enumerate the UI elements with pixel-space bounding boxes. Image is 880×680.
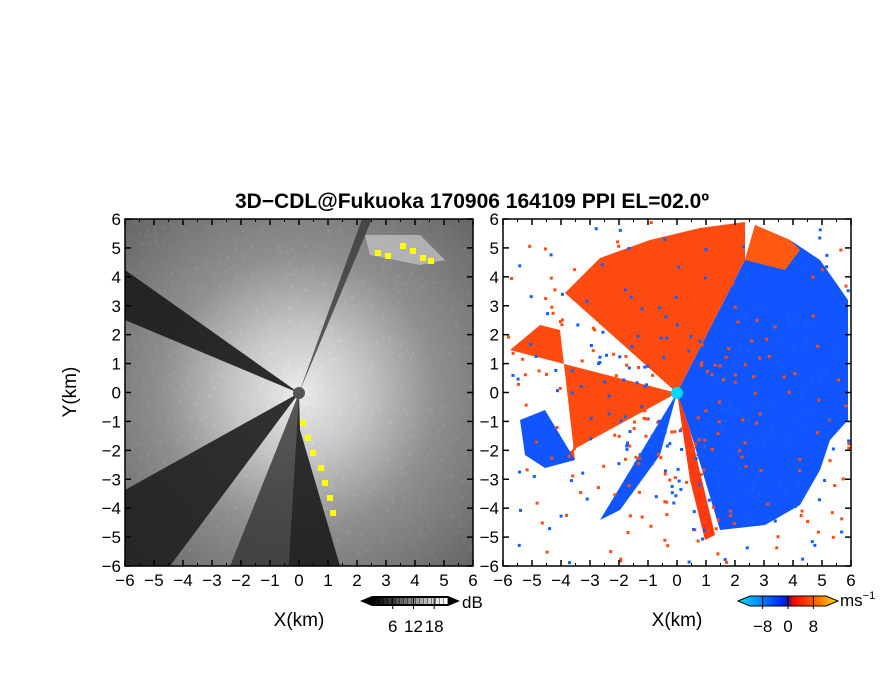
y-tick-label: 3 xyxy=(112,297,121,316)
y-tick-label: 6 xyxy=(490,210,499,229)
x-tick-label: −5 xyxy=(144,571,163,590)
x-tick-label: 0 xyxy=(294,571,303,590)
x-tick-label: −6 xyxy=(115,571,134,590)
reflectivity-colorbar: dB 6 12 18 xyxy=(360,593,483,636)
reflectivity-image xyxy=(125,219,473,566)
x-tick-label: −2 xyxy=(609,571,628,590)
radar-site-marker-right xyxy=(671,387,683,399)
y-tick-label: 4 xyxy=(490,268,499,287)
blocked-sector-s xyxy=(230,393,299,566)
blocked-sector-sw xyxy=(125,393,299,566)
velocity-image xyxy=(503,219,851,566)
x-tick-label: 1 xyxy=(701,571,710,590)
y-tick-label: 5 xyxy=(112,239,121,258)
x-tick-label: −2 xyxy=(231,571,250,590)
colorbar-tick-label: 8 xyxy=(809,617,818,636)
approaching-region-east xyxy=(677,225,848,530)
y-tick-label: 4 xyxy=(112,268,121,287)
colorbar-unit-right: ms−1 xyxy=(840,590,875,610)
receding-region-north-upper xyxy=(745,225,800,270)
x-tick-label: −5 xyxy=(522,571,541,590)
y-tick-label: 3 xyxy=(490,297,499,316)
x-tick-label: −4 xyxy=(551,571,570,590)
y-tick-label: −2 xyxy=(102,441,121,460)
approaching-region-south xyxy=(600,393,677,520)
y-axis-label: Y(km) xyxy=(60,367,81,418)
colorbar-tick-label: 0 xyxy=(783,617,792,636)
x-tick-label: −3 xyxy=(580,571,599,590)
approaching-region-west xyxy=(520,410,575,468)
x-axis-label-left: X(km) xyxy=(274,610,325,631)
x-tick-label: 6 xyxy=(468,571,477,590)
velocity-panel: −6 −5 −4 −3 −2 −1 0 1 2 3 4 5 6 −6 −5 −4 −3 −2 −1 0 1 2 3 4 5 6 X… xyxy=(480,210,876,636)
y-tick-label: 0 xyxy=(490,384,499,403)
strong-echo-highlights xyxy=(300,243,434,516)
y-tick-label: 0 xyxy=(112,384,121,403)
y-tick-label: −1 xyxy=(480,412,499,431)
x-axis-label-right: X(km) xyxy=(652,610,703,631)
y-tick-label: 1 xyxy=(490,355,499,374)
y-tick-label: −5 xyxy=(480,528,499,547)
y-tick-label: 2 xyxy=(490,326,499,345)
y-tick-label: −6 xyxy=(480,557,499,576)
x-tick-label: 3 xyxy=(381,571,390,590)
y-tick-label: 5 xyxy=(490,239,499,258)
y-tick-label: −5 xyxy=(102,528,121,547)
receding-region-west xyxy=(510,325,677,465)
colorbar-unit-left: dB xyxy=(462,593,483,612)
y-tick-label: −4 xyxy=(102,499,121,518)
colorbar-tick-label: 6 xyxy=(388,617,397,636)
x-tick-label: 5 xyxy=(817,571,826,590)
y-tick-label: −6 xyxy=(102,557,121,576)
x-tick-label: 3 xyxy=(759,571,768,590)
x-tick-label: 4 xyxy=(788,571,797,590)
x-tick-label: −1 xyxy=(638,571,657,590)
x-tick-label: 0 xyxy=(672,571,681,590)
y-tick-label: −3 xyxy=(102,470,121,489)
receding-region-north xyxy=(565,222,745,393)
velocity-speckle xyxy=(507,221,851,565)
x-tick-label: 2 xyxy=(730,571,739,590)
x-tick-label: 5 xyxy=(439,571,448,590)
y-tick-label: −3 xyxy=(480,470,499,489)
x-tick-label: −6 xyxy=(493,571,512,590)
y-tick-label: 2 xyxy=(112,326,121,345)
x-tick-label: 2 xyxy=(352,571,361,590)
radar-site-marker xyxy=(293,387,305,399)
x-tick-label: −4 xyxy=(173,571,192,590)
blocked-sector-se xyxy=(289,393,340,566)
colorbar-tick-label: 12 xyxy=(404,617,423,636)
y-tick-label: 6 xyxy=(112,210,121,229)
reflectivity-ticks: −6 −5 −4 −3 −2 −1 0 1 2 3 4 5 6 −6 −5 −4 −3 −2 −1 0 1 2 3 4 5 6 xyxy=(102,210,478,590)
y-tick-label: −2 xyxy=(480,441,499,460)
blocked-sector-nw xyxy=(125,270,299,393)
colorbar-tick-label: 18 xyxy=(425,617,444,636)
velocity-ticks: −6 −5 −4 −3 −2 −1 0 1 2 3 4 5 6 −6 −5 −4 −3 −2 −1 0 1 2 3 4 5 6 xyxy=(480,210,856,590)
velocity-colorbar: ms−1 −8 0 8 xyxy=(736,590,875,636)
x-tick-label: −1 xyxy=(260,571,279,590)
y-tick-label: −1 xyxy=(102,412,121,431)
x-tick-label: −3 xyxy=(202,571,221,590)
y-tick-label: −4 xyxy=(480,499,499,518)
x-tick-label: 6 xyxy=(846,571,855,590)
chart-title: 3D−CDL@Fukuoka 170906 164109 PPI EL=02.0… xyxy=(235,190,709,213)
y-tick-label: 1 xyxy=(112,355,121,374)
blocked-sector-ne xyxy=(299,219,372,393)
colorbar-tick-label: −8 xyxy=(753,617,772,636)
x-tick-label: 4 xyxy=(410,571,419,590)
x-tick-label: 1 xyxy=(323,571,332,590)
